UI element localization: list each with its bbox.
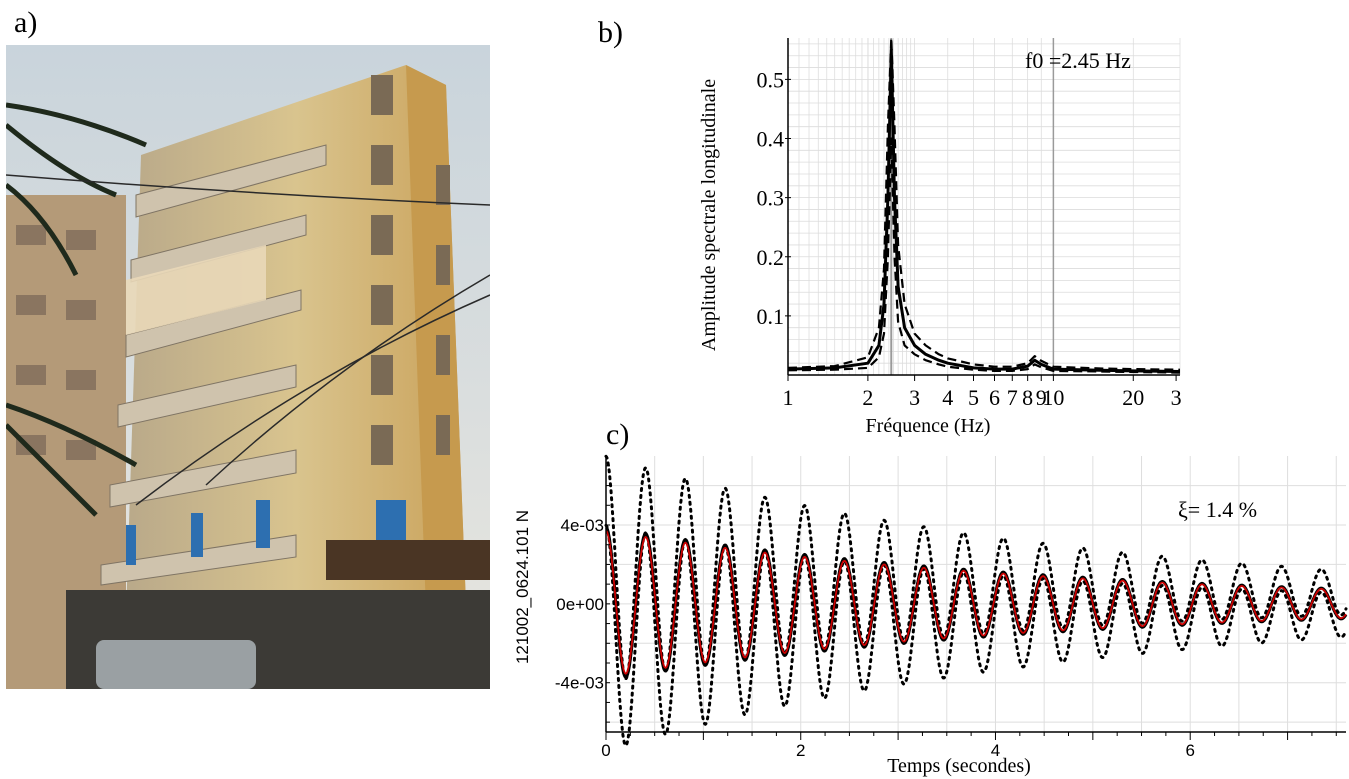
fit-series bbox=[605, 530, 1347, 675]
spectrum-xtick: 2 bbox=[862, 385, 873, 410]
decay-chart: ξ= 1.4 % Temps (secondes) 121002_0624.10… bbox=[513, 454, 1348, 777]
decay-xtick: 0 bbox=[601, 741, 610, 760]
spectrum-chart: f0 =2.45 Hz Fréquence (Hz) Amplitude spe… bbox=[698, 36, 1182, 437]
decay-ytick: 0e+00 bbox=[556, 595, 604, 614]
upper-bound-series bbox=[604, 454, 1348, 680]
spectrum-ytick: 0.2 bbox=[757, 245, 785, 270]
lower-bound-series bbox=[604, 523, 1348, 748]
spectrum-ytick: 0.3 bbox=[757, 186, 785, 211]
spectrum-ytick: 0.5 bbox=[757, 67, 785, 92]
spectrum-xtick: 5 bbox=[968, 385, 979, 410]
decay-ytick: -4e-03 bbox=[555, 674, 604, 693]
spectrum-series bbox=[787, 36, 1181, 374]
building-photo bbox=[6, 45, 490, 689]
decay-xtick: 4 bbox=[991, 741, 1000, 760]
spectrum-ylabel: Amplitude spectrale longitudinale bbox=[698, 79, 720, 351]
spectrum-xtick: 8 bbox=[1022, 385, 1033, 410]
decay-ticks: 0 2 4 6 4e-03 0e+00 -4e-03 bbox=[555, 465, 1337, 760]
spectrum-xtick: 9 bbox=[1036, 385, 1047, 410]
decay-ylabel: 121002_0624.101 N bbox=[513, 510, 532, 664]
building-illustration bbox=[6, 45, 490, 689]
spectrum-ticks: 1 2 3 4 5 6 7 8 910 20 30.10.20.30.40.5 bbox=[757, 67, 1182, 410]
spectrum-ytick: 0.1 bbox=[757, 304, 785, 329]
decay-xlabel: Temps (secondes) bbox=[887, 755, 1031, 777]
spectrum-series-0 bbox=[787, 48, 1181, 373]
panel-label-b: b) bbox=[598, 16, 623, 49]
decay-xtick: 2 bbox=[796, 741, 805, 760]
spectrum-xtick: 3 bbox=[909, 385, 920, 410]
spectrum-xtick: 4 bbox=[942, 385, 953, 410]
spectrum-series-2 bbox=[787, 137, 1181, 374]
spectrum-xlabel: Fréquence (Hz) bbox=[866, 415, 991, 437]
spectrum-xtick: 1 bbox=[783, 385, 794, 410]
decay-series bbox=[604, 454, 1348, 748]
spectrum-frame bbox=[787, 38, 1180, 376]
spectrum-series-1 bbox=[787, 36, 1181, 371]
spectrum-annotation: f0 =2.45 Hz bbox=[1025, 48, 1131, 73]
spectrum-xtick: 3 bbox=[1171, 385, 1182, 410]
decay-xtick: 6 bbox=[1185, 741, 1194, 760]
spectrum-grid bbox=[787, 38, 1181, 375]
decay-frame bbox=[605, 456, 1346, 733]
panel-label-a: a) bbox=[14, 6, 38, 39]
spectrum-xtick: 6 bbox=[989, 385, 1000, 410]
panel-label-c: c) bbox=[606, 418, 630, 451]
spectrum-xtick: 7 bbox=[1007, 385, 1018, 410]
spectrum-xtick: 20 bbox=[1122, 385, 1144, 410]
decay-ytick: 4e-03 bbox=[561, 516, 604, 535]
spectrum-ytick: 0.4 bbox=[757, 127, 785, 152]
decay-annotation: ξ= 1.4 % bbox=[1178, 497, 1257, 522]
spectrum-xtick: 10 bbox=[1042, 385, 1064, 410]
